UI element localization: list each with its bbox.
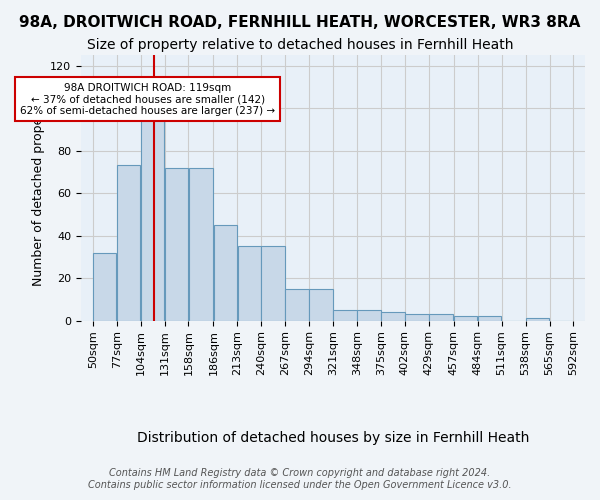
Bar <box>357 310 381 320</box>
Bar <box>93 252 116 320</box>
Text: 98A DROITWICH ROAD: 119sqm
← 37% of detached houses are smaller (142)
62% of sem: 98A DROITWICH ROAD: 119sqm ← 37% of deta… <box>20 82 275 116</box>
Bar <box>214 225 237 320</box>
Bar <box>238 246 261 320</box>
Bar <box>478 316 502 320</box>
Text: Contains HM Land Registry data © Crown copyright and database right 2024.
Contai: Contains HM Land Registry data © Crown c… <box>88 468 512 490</box>
Bar <box>286 288 309 320</box>
Bar <box>381 312 404 320</box>
Bar <box>429 314 454 320</box>
Bar <box>334 310 357 320</box>
Bar <box>262 246 285 320</box>
Bar <box>526 318 549 320</box>
Bar <box>454 316 478 320</box>
Bar <box>141 110 164 320</box>
Text: 98A, DROITWICH ROAD, FERNHILL HEATH, WORCESTER, WR3 8RA: 98A, DROITWICH ROAD, FERNHILL HEATH, WOR… <box>19 15 581 30</box>
Y-axis label: Number of detached properties: Number of detached properties <box>32 90 45 286</box>
Text: Size of property relative to detached houses in Fernhill Heath: Size of property relative to detached ho… <box>87 38 513 52</box>
Bar <box>189 168 213 320</box>
Bar <box>117 166 140 320</box>
Bar <box>310 288 333 320</box>
X-axis label: Distribution of detached houses by size in Fernhill Heath: Distribution of detached houses by size … <box>137 431 529 445</box>
Bar <box>405 314 428 320</box>
Bar <box>165 168 188 320</box>
